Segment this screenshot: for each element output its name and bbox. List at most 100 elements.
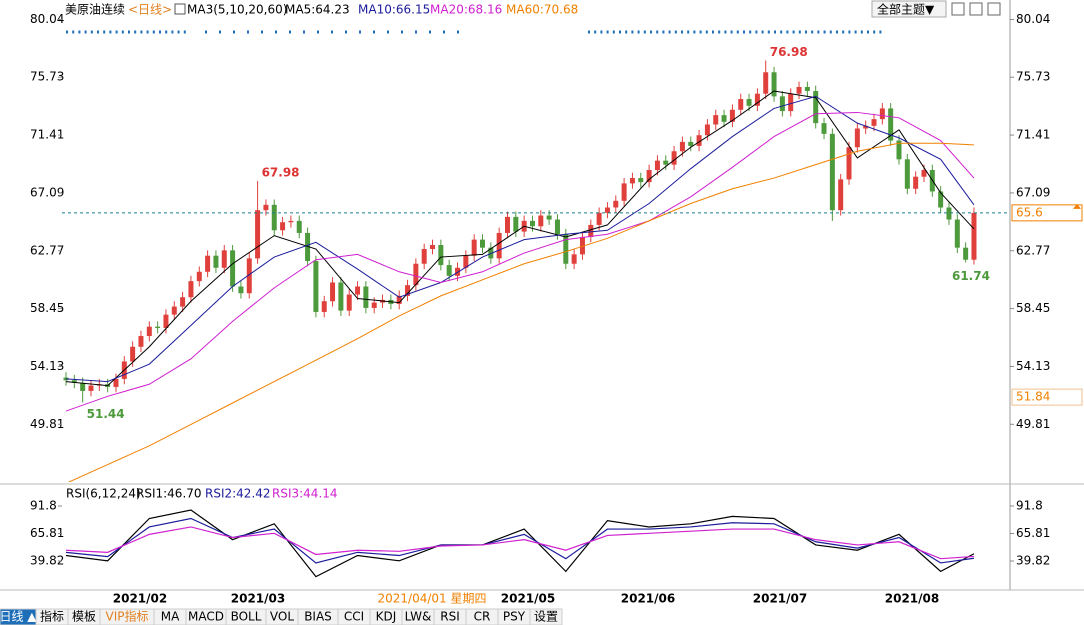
toolbar-label: 指标 [40,609,64,624]
line-series [65,509,975,578]
legend-entry: RSI1:46.70 [136,487,202,501]
candle-body [288,220,294,223]
candle-body [471,239,477,256]
candle-body [438,245,444,266]
y-tick-label-left: 71.41 [30,128,64,142]
candle-body [796,87,802,94]
candle-body [704,124,710,136]
candle-body [330,282,336,302]
candle-body [604,207,610,213]
y-tick-label-left: 49.81 [30,417,64,431]
candle-body [854,128,860,148]
candle-body [221,250,227,268]
candle-body [696,135,702,146]
candle-body [196,271,202,282]
toolbar-label: BOLL [231,610,262,624]
line-series [65,517,975,564]
candle-body [888,108,894,141]
x-tick-label: 2021/04/01 星期四 [378,592,487,606]
candle-body [963,247,969,260]
side-marker-box [1011,388,1083,406]
candle-body [913,176,919,189]
last-price-box [1011,204,1083,222]
candle-body [779,96,785,112]
y-tick-label-right: 91.8 [1016,499,1043,513]
candle-body [496,232,502,259]
candle-body [446,265,452,276]
candle-body [829,133,835,211]
candle-body [463,255,469,268]
legend-entry: MA60:70.68 [506,3,578,17]
candle-body [113,378,119,387]
theme-button[interactable] [871,0,947,18]
candle-body [171,306,177,315]
candle-body [654,160,660,171]
toolbar-tab[interactable] [529,608,563,625]
y-tick-label-left: 80.04 [30,12,64,26]
extreme-label: 67.98 [262,165,300,179]
candle-body [238,286,244,294]
candle-body [879,108,885,120]
candle-body [305,232,311,262]
plot-area [63,60,977,482]
candle-body [813,91,819,124]
candle-body [679,141,685,152]
candle-body [371,302,377,308]
candle-body [771,72,777,97]
legend-entry: RSI3:44.14 [272,487,338,501]
candle-body [513,216,519,232]
candle-body [863,125,869,129]
line-series [65,526,975,560]
y-tick-label-right: 75.73 [1016,70,1050,84]
candle-body [663,160,669,165]
candle-body [721,115,727,122]
candle-body [621,183,627,201]
candle-body [546,215,552,220]
toolbar-label: CCI [344,610,364,624]
y-tick-label-right: 54.13 [1016,359,1050,373]
last-price-arrow [1073,203,1081,209]
y-tick-label-right: 39.82 [1016,553,1050,567]
line-series [65,111,975,412]
toolbar-label: KDJ [376,610,397,624]
candle-body [413,263,419,286]
line-series [67,142,974,482]
candle-body [688,141,694,146]
legend-entry: MA20:68.16 [430,3,502,17]
candle-body [146,326,152,337]
y-tick-label-left: 58.45 [30,301,64,315]
candle-body [430,245,436,250]
candle-body [763,72,769,94]
candle-body [596,212,602,225]
indicator-icon[interactable] [174,3,186,15]
toolbar-label: BIAS [304,610,332,624]
extreme-label: 61.74 [952,269,990,283]
extreme-label: 51.44 [87,407,125,421]
candle-body [579,236,585,255]
line-series [65,90,975,387]
toolbar-label: LW& [405,610,432,624]
candle-body [163,314,169,329]
candle-body [529,220,535,227]
symbol: 美原油连续 [65,2,125,17]
x-tick-label: 2021/05 [501,592,555,606]
candle-body [646,170,652,183]
candle-body [480,239,485,248]
y-tick-label-left: 62.77 [30,243,64,257]
toolbar-icons[interactable] [951,2,1001,16]
y-tick-label-right: 71.41 [1016,128,1050,142]
candle-body [954,219,960,248]
y-tick-label-right: 65.81 [1016,526,1050,540]
candle-body [246,258,252,294]
candle-body [155,326,161,329]
candle-body [938,191,944,208]
y-tick-label-left: 75.73 [30,70,64,84]
x-tick-label: 2021/06 [621,592,675,606]
candle-body [363,286,369,308]
candle-body [313,261,319,312]
candle-body [838,179,844,211]
candle-body [788,93,794,112]
candle-body [230,250,236,287]
candle-body [280,222,286,231]
